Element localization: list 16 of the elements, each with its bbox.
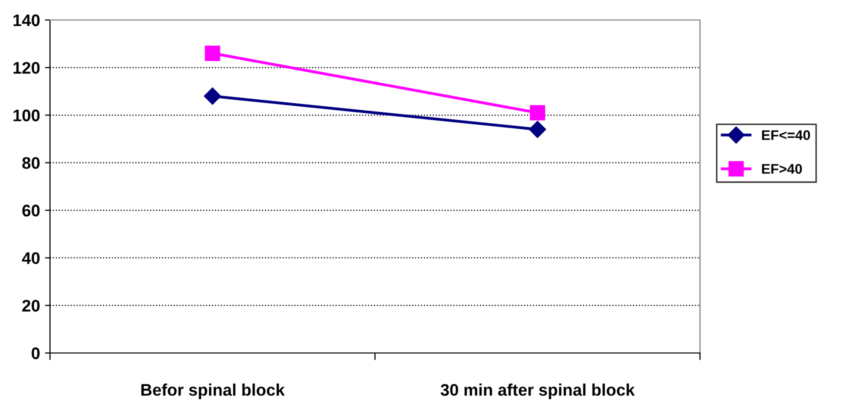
- y-tick-label: 120: [14, 62, 40, 74]
- x-tick-label: 30 min after spinal block: [440, 384, 635, 400]
- point: [204, 46, 220, 61]
- y-tick-label: 20: [22, 300, 40, 312]
- point: [530, 105, 546, 120]
- y-tick-label: 80: [22, 157, 40, 169]
- y-tick-label: 40: [22, 252, 40, 264]
- y-tick-label: 140: [14, 14, 40, 26]
- y-tick-label: 100: [14, 110, 40, 122]
- y-tick-label: 0: [32, 347, 40, 360]
- legend-label: EF>40: [762, 164, 802, 174]
- legend-label: EF<=40: [762, 130, 810, 140]
- point: [528, 120, 546, 138]
- point: [204, 88, 222, 105]
- x-tick-label: Befor spinal block: [141, 384, 285, 400]
- y-tick-label: 60: [22, 204, 40, 216]
